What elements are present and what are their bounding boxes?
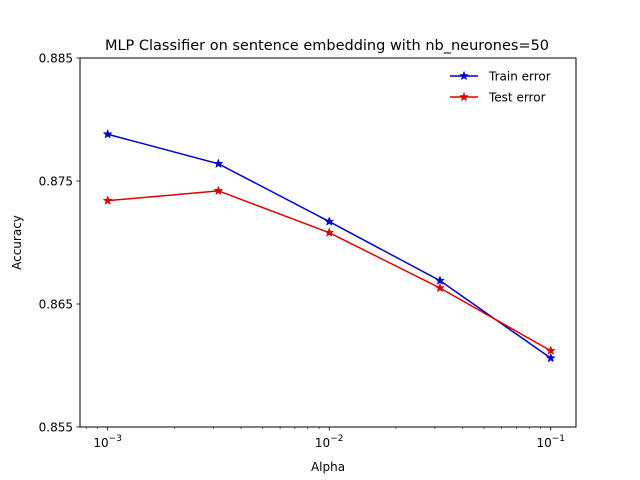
chart-title: MLP Classifier on sentence embedding wit… xyxy=(105,38,549,54)
legend-label: Train error xyxy=(488,70,551,84)
legend: Train error Test error xyxy=(450,70,551,105)
data-point xyxy=(434,282,446,293)
data-point xyxy=(434,275,446,285)
data-point xyxy=(545,352,556,363)
legend-marker xyxy=(458,70,470,81)
x-axis-label: Alpha xyxy=(311,460,345,474)
data-point xyxy=(102,195,113,205)
data-point xyxy=(324,216,335,226)
plot-area xyxy=(102,128,556,363)
y-tick-label: 0.875 xyxy=(39,175,73,189)
x-tick-label: 10−3 xyxy=(93,434,122,450)
data-point xyxy=(545,345,556,356)
data-point xyxy=(324,227,335,237)
data-point xyxy=(213,158,224,169)
plot-frame xyxy=(79,57,577,428)
data-point xyxy=(213,185,224,196)
y-tick-label: 0.865 xyxy=(39,298,73,312)
series-line-1 xyxy=(107,190,552,352)
y-axis-label: Accuracy xyxy=(10,215,24,270)
data-point xyxy=(102,128,113,139)
legend-label: Test error xyxy=(488,91,546,105)
axes: 0.855 0.865 0.875 0.885 10−3 10−2 10−1 xyxy=(39,52,565,451)
x-tick-label: 10−1 xyxy=(536,434,565,450)
y-tick-label: 0.885 xyxy=(39,52,73,66)
series-line-0 xyxy=(107,133,552,359)
y-tick-label: 0.855 xyxy=(39,421,73,435)
legend-marker xyxy=(458,91,470,102)
x-tick-label: 10−2 xyxy=(315,434,344,450)
